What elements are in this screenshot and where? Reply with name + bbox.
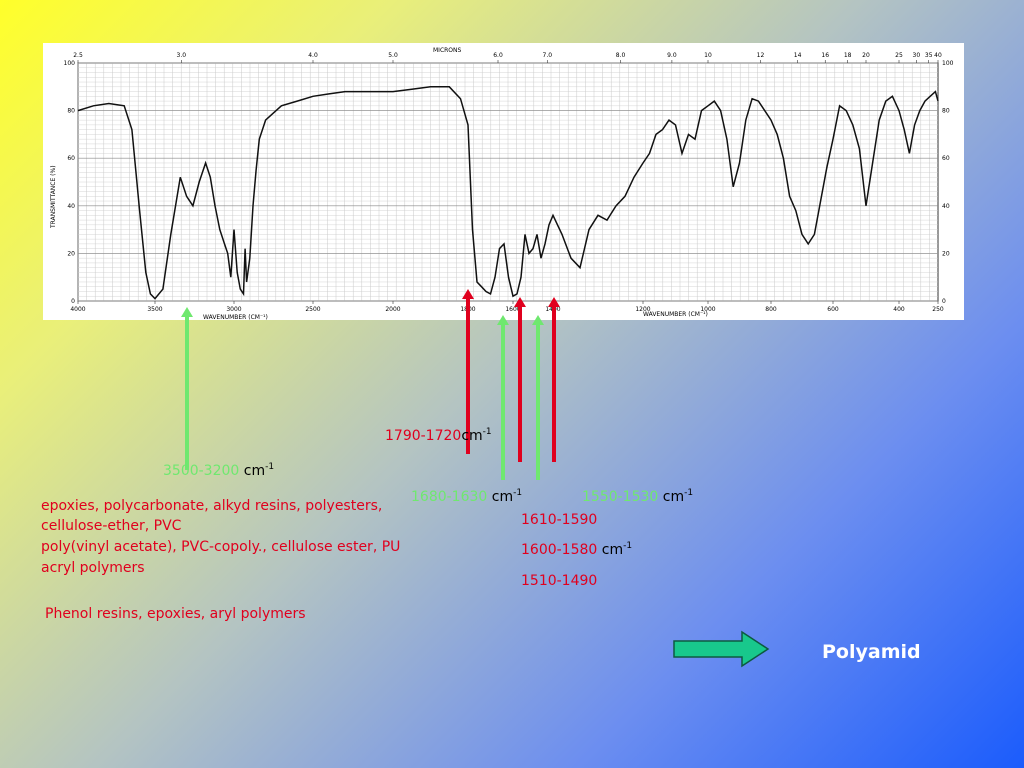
micron-tick-label: 30 xyxy=(913,52,921,59)
y-axis-title: TRANSMITTANCE (%) xyxy=(50,165,57,229)
transmittance-tick-label: 60 xyxy=(67,155,75,162)
micron-tick-label: 16 xyxy=(821,52,829,59)
band-unit: cm xyxy=(491,489,514,505)
arrow-1790-1720 xyxy=(462,289,474,454)
arrow-1680-1630 xyxy=(497,315,509,480)
ir-spectrum-chart: 2.5 3.0 4.0 5.0 6.0 7.0 8.0 9.0 10 12 14 16 18 20 25 30… xyxy=(43,43,964,320)
band-range: 1680-1630 xyxy=(411,489,488,505)
arrow-1510-1490 xyxy=(548,297,560,462)
band-range: 1600-1580 xyxy=(521,542,598,558)
band-unit-exponent: -1 xyxy=(482,427,492,437)
wavenumber-tick-label: 600 xyxy=(827,306,839,313)
polyamid-link[interactable]: Polyamid xyxy=(822,641,921,663)
next-arrow-icon[interactable] xyxy=(672,630,772,668)
top-axis-title: MICRONS xyxy=(433,47,462,54)
micron-tick-label: 2.5 xyxy=(73,52,83,59)
transmittance-tick-label-right: 60 xyxy=(942,155,950,162)
wavenumber-tick-label: 4000 xyxy=(70,306,85,313)
micron-tick-label: 4.0 xyxy=(308,52,318,59)
bottom-axis-title: WAVENUMBER (CM⁻¹) xyxy=(203,314,268,320)
band-1600-1580-label: 1600-1580 cm-1 xyxy=(521,541,633,559)
materials-line-4: acryl polymers xyxy=(41,560,145,576)
transmittance-tick-label: 100 xyxy=(64,60,76,67)
transmittance-tick-label: 20 xyxy=(67,250,75,257)
band-unit-exponent: -1 xyxy=(684,488,694,498)
band-unit: cm xyxy=(461,428,483,444)
wavenumber-tick-label: 400 xyxy=(893,306,905,313)
band-1680-1630-label: 1680-1630 cm-1 xyxy=(411,488,523,506)
micron-tick-label: 10 xyxy=(704,52,712,59)
micron-tick-label: 3.0 xyxy=(177,52,187,59)
band-unit: cm xyxy=(601,542,624,558)
transmittance-right-axis-ticks: 0 20 40 60 80 100 xyxy=(942,60,954,305)
wavenumber-tick-label: 2000 xyxy=(385,306,400,313)
micron-tick-label: 35 xyxy=(925,52,933,59)
micron-tick-label: 20 xyxy=(862,52,870,59)
materials-line-2: cellulose-ether, PVC xyxy=(41,518,182,534)
band-range: 1790-1720 xyxy=(385,428,462,444)
wavenumber-tick-label: 250 xyxy=(932,306,944,313)
bottom-axis-title-2: WAVENUMBER (CM⁻¹) xyxy=(643,311,708,318)
band-range: 3500-3200 xyxy=(163,463,240,479)
spectrum-series-line xyxy=(77,86,939,300)
band-1790-1720-label: 1790-1720cm-1 xyxy=(385,427,492,445)
transmittance-tick-label-right: 40 xyxy=(942,203,950,210)
micron-tick-label: 40 xyxy=(934,52,942,59)
transmittance-tick-label: 0 xyxy=(71,298,75,305)
transmittance-tick-label-right: 80 xyxy=(942,108,950,115)
band-unit-exponent: -1 xyxy=(265,462,275,472)
wavenumber-axis-ticks: 4000350030002500200018001600140012001000… xyxy=(70,301,944,313)
micron-tick-label: 8.0 xyxy=(616,52,626,59)
wavenumber-tick-label: 2500 xyxy=(305,306,320,313)
transmittance-tick-label-right: 100 xyxy=(942,60,954,67)
micron-tick-label: 5.0 xyxy=(388,52,398,59)
arrow-1550-1530 xyxy=(532,315,544,480)
wavenumber-tick-label: 1200 xyxy=(635,306,650,313)
materials-line-3: poly(vinyl acetate), PVC-copoly., cellul… xyxy=(41,539,401,555)
micron-tick-label: 6.0 xyxy=(493,52,503,59)
wavenumber-tick-label: 3000 xyxy=(226,306,241,313)
band-unit-exponent: -1 xyxy=(623,541,633,551)
band-unit-exponent: -1 xyxy=(513,488,523,498)
wavenumber-tick-label: 800 xyxy=(765,306,777,313)
arrow-3500-3200 xyxy=(181,307,193,470)
arrow-1610-1590 xyxy=(514,297,526,462)
micron-tick-label: 25 xyxy=(895,52,903,59)
band-unit: cm xyxy=(662,489,685,505)
micron-axis-ticks: 2.5 3.0 4.0 5.0 6.0 7.0 8.0 9.0 10 12 14 16 18 20 25 30… xyxy=(73,52,942,63)
transmittance-axis-ticks: 0 20 40 60 80 100 xyxy=(64,60,76,305)
band-1550-1530-label: 1550-1530 cm-1 xyxy=(582,488,694,506)
transmittance-tick-label: 80 xyxy=(67,108,75,115)
transmittance-tick-label-right: 0 xyxy=(942,298,946,305)
band-range: 1550-1530 xyxy=(582,489,659,505)
chart-grid xyxy=(77,62,939,302)
micron-tick-label: 7.0 xyxy=(543,52,553,59)
wavenumber-tick-label: 1000 xyxy=(700,306,715,313)
materials-line-5: Phenol resins, epoxies, aryl polymers xyxy=(45,606,306,622)
transmittance-tick-label-right: 20 xyxy=(942,250,950,257)
micron-tick-label: 14 xyxy=(794,52,802,59)
band-1510-1490-label: 1510-1490 xyxy=(521,573,598,589)
band-1610-1590-label: 1610-1590 xyxy=(521,512,598,528)
transmittance-tick-label: 40 xyxy=(67,203,75,210)
materials-line-1: epoxies, polycarbonate, alkyd resins, po… xyxy=(41,498,383,514)
micron-tick-label: 9.0 xyxy=(667,52,677,59)
band-unit: cm xyxy=(243,463,266,479)
band-3500-3200-label: 3500-3200 cm-1 xyxy=(163,462,275,480)
wavenumber-tick-label: 3500 xyxy=(147,306,162,313)
wavenumber-tick-label: 1600 xyxy=(505,306,520,313)
micron-tick-label: 12 xyxy=(757,52,765,59)
micron-tick-label: 18 xyxy=(844,52,852,59)
